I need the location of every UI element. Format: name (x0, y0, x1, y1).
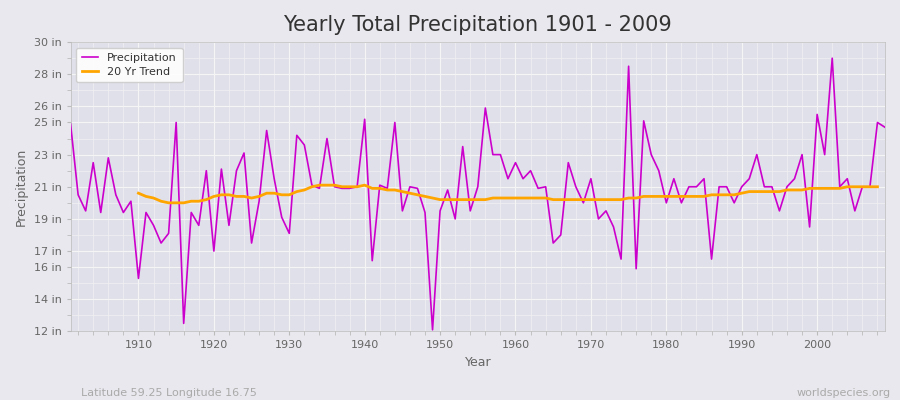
Precipitation (292, 133, 302, 138)
Title: Yearly Total Precipitation 1901 - 2009: Yearly Total Precipitation 1901 - 2009 (284, 15, 672, 35)
Line: 20 Yr Trend: 20 Yr Trend (139, 185, 878, 203)
20 Yr Trend (321, 183, 332, 188)
Precipitation (428, 328, 438, 332)
Legend: Precipitation, 20 Yr Trend: Precipitation, 20 Yr Trend (76, 48, 183, 82)
20 Yr Trend (163, 200, 174, 205)
20 Yr Trend (729, 192, 740, 197)
Precipitation (125, 199, 136, 204)
20 Yr Trend (133, 191, 144, 196)
Y-axis label: Precipitation: Precipitation (15, 148, 28, 226)
20 Yr Trend (518, 196, 528, 200)
Precipitation (518, 176, 528, 181)
Precipitation (879, 125, 890, 130)
20 Yr Trend (344, 184, 355, 189)
Precipitation (510, 160, 521, 165)
Precipitation (337, 186, 347, 191)
20 Yr Trend (314, 183, 325, 188)
20 Yr Trend (374, 186, 385, 191)
Text: Latitude 59.25 Longitude 16.75: Latitude 59.25 Longitude 16.75 (81, 388, 256, 398)
20 Yr Trend (872, 184, 883, 189)
Precipitation (65, 122, 76, 126)
X-axis label: Year: Year (464, 356, 491, 369)
Line: Precipitation: Precipitation (70, 58, 885, 330)
Precipitation (608, 224, 619, 229)
Precipitation (827, 56, 838, 60)
Text: worldspecies.org: worldspecies.org (796, 388, 891, 398)
20 Yr Trend (540, 196, 551, 200)
